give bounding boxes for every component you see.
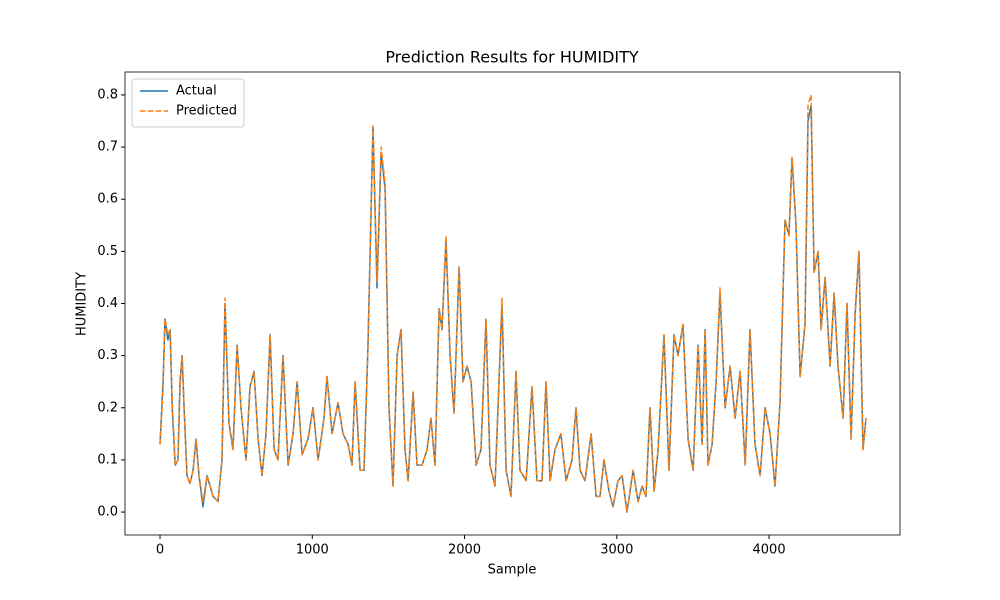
y-tick-label: 0.1 — [97, 452, 118, 467]
legend-label: Predicted — [176, 104, 237, 119]
plot-frame — [124, 71, 901, 536]
y-tick-label: 0.7 — [97, 140, 118, 155]
legend-label: Actual — [176, 84, 217, 99]
chart-title: Prediction Results for HUMIDITY — [385, 48, 639, 67]
y-tick-label: 0.5 — [97, 244, 118, 259]
series-line — [159, 94, 867, 513]
x-tick-label: 3000 — [600, 543, 633, 558]
y-tick-label: 0.4 — [97, 296, 118, 311]
y-tick-label: 0.6 — [97, 192, 118, 207]
y-tick-label: 0.8 — [97, 87, 118, 102]
y-axis-label: HUMIDITY — [75, 272, 90, 336]
x-tick-label: 4000 — [753, 543, 786, 558]
x-tick-label: 0 — [156, 543, 164, 558]
y-tick-label: 0.0 — [97, 505, 118, 520]
x-tick-label: 1000 — [296, 543, 329, 558]
x-axis-label: Sample — [488, 563, 537, 578]
y-tick-label: 0.2 — [97, 400, 118, 415]
y-tick-label: 0.3 — [97, 348, 118, 363]
x-tick-label: 2000 — [448, 543, 481, 558]
